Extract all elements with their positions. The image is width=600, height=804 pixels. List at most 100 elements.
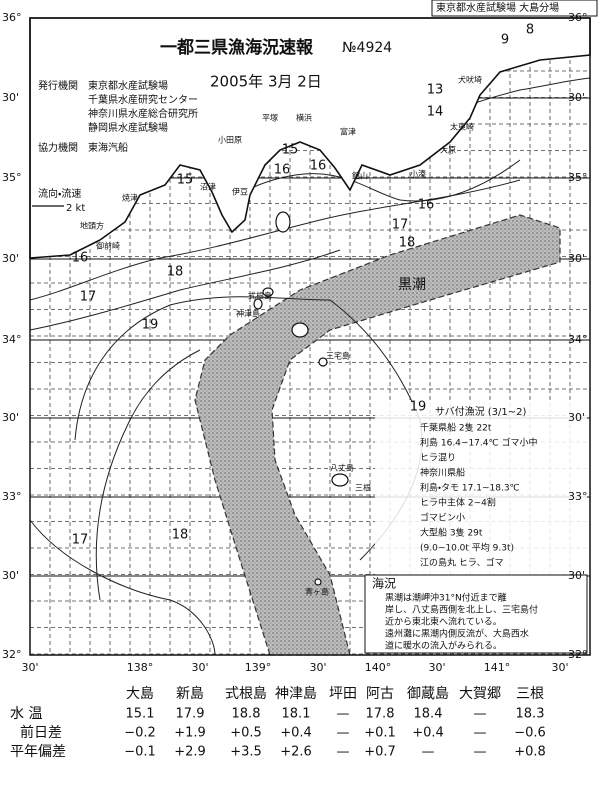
place-name: 横浜: [296, 113, 312, 123]
latitude-label: 33°: [2, 490, 22, 503]
latitude-label: 32°: [2, 648, 22, 661]
catch-report-line: 江の島丸 ヒラ、ゴマ: [420, 557, 504, 569]
catch-report-line: 利島・タモ 17.1~18.3℃: [420, 482, 520, 494]
longitude-label: 30': [551, 661, 568, 674]
place-name: 大原: [440, 145, 456, 155]
isotherm-label: 15: [177, 173, 194, 188]
table-header: 大賀郷: [459, 686, 501, 702]
place-name: 神津島: [236, 309, 260, 319]
table-cell: −0.2: [124, 726, 156, 741]
table-cell: +0.8: [514, 745, 546, 760]
place-name: 犬吠埼: [458, 75, 482, 85]
sea-condition-box: [364, 574, 588, 654]
table-cell: +2.6: [280, 745, 312, 760]
sea-condition-line: 道に暖水の流入がみられる。: [385, 640, 502, 652]
catch-report-line: 神奈川県船: [420, 467, 465, 479]
isotherm-label: 14: [427, 105, 444, 120]
table-cell: +0.1: [364, 726, 396, 741]
isotherm-label: 17: [80, 290, 97, 305]
isotherm-label: 19: [410, 400, 427, 415]
place-name: 太東崎: [450, 122, 474, 132]
table-cell: 17.9: [176, 707, 205, 722]
longitude-label: 30': [309, 661, 326, 674]
catch-report-line: ヒラ中主体 2~4割: [420, 497, 496, 509]
longitude-label: 30': [21, 661, 38, 674]
place-name: 地頭方: [80, 221, 104, 231]
table-cell: 18.8: [232, 707, 261, 722]
sea-condition-line: 岸し、八丈島西側を北上し、三宅島付: [385, 604, 538, 616]
longitude-label: 140°: [365, 661, 392, 674]
table-row-label: 前日差: [20, 724, 62, 741]
place-name: 式根島: [248, 291, 272, 301]
table-header: 坪田: [329, 686, 357, 702]
table-header: 阿古: [366, 686, 394, 702]
table-cell: —: [474, 726, 487, 741]
table-cell: +2.9: [174, 745, 206, 760]
publisher: 東京都水産試験場: [88, 79, 168, 92]
place-name: 三根: [355, 483, 371, 493]
isotherm-label: 16: [72, 251, 89, 266]
catch-report-line: ヒラ混り: [420, 453, 456, 464]
table-cell: 15.1: [126, 707, 155, 722]
kuroshio-band: [194, 214, 561, 656]
table-cell: +0.5: [230, 726, 262, 741]
sea-condition-line: 遠州灘に黒潮内側反流が、大島西水: [385, 628, 529, 640]
table-cell: +3.5: [230, 745, 262, 760]
place-name: 青ヶ島: [305, 587, 329, 597]
place-name: 八丈島: [330, 463, 354, 473]
table-header: 御蔵島: [407, 686, 449, 702]
place-name: 平塚: [262, 114, 278, 123]
place-name: 伊豆: [232, 187, 248, 197]
isotherm-label: 18: [399, 236, 416, 251]
map-frame: [29, 17, 591, 656]
latitude-label: 34°: [2, 333, 22, 346]
latitude-label: 33°: [568, 490, 588, 503]
latitude-label: 34°: [568, 333, 588, 346]
table-cell: −0.6: [514, 726, 546, 741]
isotherm-label: 16: [310, 159, 327, 174]
latitude-label: 30': [2, 411, 19, 424]
coastline: [29, 17, 591, 259]
isotherm-label: 18: [167, 265, 184, 280]
catch-report-line: 大型船 3隻 29t: [420, 527, 483, 539]
latitude-label: 36°: [2, 11, 22, 24]
latitude-label: 30': [2, 252, 19, 265]
latitude-label: 30': [568, 91, 585, 104]
catch-report-line: 千葉県船 2隻 22t: [420, 422, 492, 434]
table-row-label: 平年偏差: [10, 744, 66, 760]
latitude-label: 30': [568, 411, 585, 424]
latitude-label: 30': [568, 252, 585, 265]
longitude-label: 141°: [484, 661, 511, 674]
cooperator: 東海汽船: [88, 141, 128, 154]
longitude-label: 30': [428, 661, 445, 674]
longitude-label: 139°: [245, 661, 272, 674]
isotherm-label: 18: [172, 528, 189, 543]
isotherm-label: 16: [418, 198, 435, 213]
place-name: 富津: [340, 127, 356, 137]
table-cell: —: [337, 745, 350, 760]
catch-report-line: (9.0~10.0t 平均 9.3t): [420, 542, 514, 554]
title: 一都三県漁海況速報: [160, 37, 314, 58]
catch-report-title: サバ付漁況 (3/1~2): [435, 405, 527, 418]
isotherm-label: 17: [392, 218, 409, 233]
table-header: 新島: [176, 686, 204, 702]
catch-report-line: ゴマビン小: [420, 512, 465, 524]
table-cell: 18.3: [516, 707, 545, 722]
latitude-label: 36°: [568, 11, 588, 24]
isotherm-label: 8: [526, 23, 534, 38]
kuroshio-label: 黒潮: [398, 277, 426, 293]
place-name: 小田原: [218, 136, 242, 145]
table-header: 三根: [516, 686, 544, 702]
publisher: 静岡県水産試験場: [88, 121, 168, 134]
table-header: 大島: [126, 686, 154, 702]
sea-condition-line: 黒潮は潮岬沖31°N付近まで離: [385, 592, 507, 604]
table-cell: −0.1: [124, 745, 156, 760]
branch: 東京都水産試験場 大島分場: [436, 1, 559, 14]
longitude-label: 30': [191, 661, 208, 674]
place-name: 焼津: [122, 193, 138, 203]
table-cell: —: [422, 745, 435, 760]
place-name: 三宅島: [326, 351, 350, 361]
place-name: 沼津: [200, 182, 216, 192]
